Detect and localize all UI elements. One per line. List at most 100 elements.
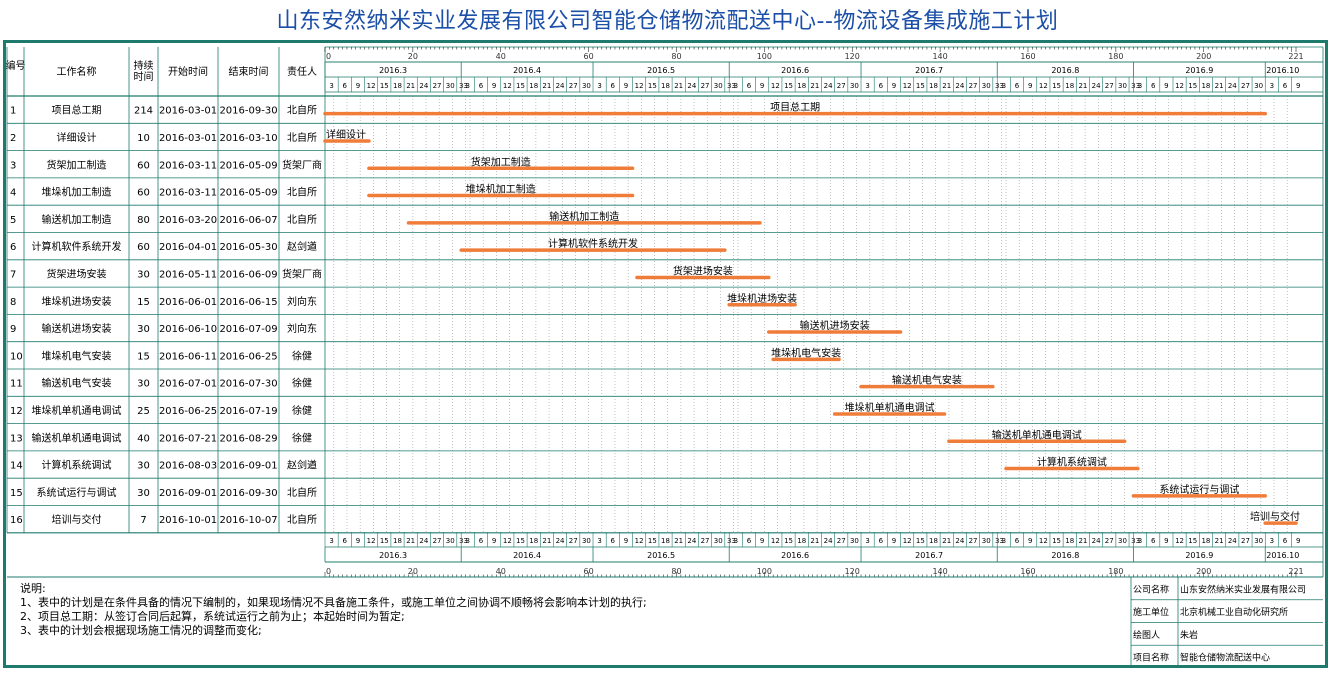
task-end: 2016-03-10	[219, 133, 277, 144]
note-line: 3、表中的计划会根据现场施工情况的调整而变化;	[20, 623, 262, 637]
task-duration: 30	[137, 324, 150, 335]
day-number-label: 9	[492, 82, 496, 90]
day-number-label: 24	[1228, 82, 1237, 90]
task-start: 2016-06-25	[159, 406, 217, 417]
day-number-label: 9	[760, 537, 764, 545]
day-number-label: 27	[569, 82, 578, 90]
task-start: 2016-09-01	[159, 488, 217, 499]
task-id: 11	[10, 379, 23, 390]
day-number-label: 12	[1039, 82, 1048, 90]
day-number-label: 27	[1241, 82, 1250, 90]
day-number-label: 12	[635, 537, 644, 545]
info-value: 北京机械工业自动化研究所	[1180, 606, 1288, 618]
task-name: 项目总工期	[52, 104, 102, 117]
day-number-label: 9	[1164, 82, 1168, 90]
task-owner: 货架厂商	[282, 158, 322, 171]
header-end: 结束时间	[229, 65, 269, 78]
day-number-label: 18	[393, 537, 402, 545]
axis-tick-label: 120	[845, 567, 860, 576]
header-id: 编号	[6, 59, 26, 72]
day-number-label: 9	[1296, 82, 1300, 90]
task-owner: 北自所	[287, 486, 317, 499]
task-duration: 25	[137, 406, 150, 417]
day-number-label: 33	[727, 82, 736, 90]
day-number-label: 15	[380, 537, 389, 545]
task-name: 堆垛机加工制造	[42, 186, 112, 199]
day-number-label: 30	[1118, 82, 1127, 90]
day-number-label: 24	[687, 537, 696, 545]
day-number-label: 12	[1175, 82, 1184, 90]
day-number-label: 21	[406, 82, 415, 90]
axis-tick-label: 160	[1020, 567, 1035, 576]
task-name: 堆垛机单机通电调试	[32, 404, 122, 417]
task-name: 货架加工制造	[47, 158, 107, 171]
day-number-label: 9	[1164, 537, 1168, 545]
day-number-label: 6	[1151, 537, 1156, 545]
day-number-label: 18	[661, 537, 670, 545]
axis-tick-label: 221	[1288, 567, 1303, 576]
month-label: 2016.9	[1185, 66, 1213, 75]
day-number-label: 15	[1188, 537, 1197, 545]
task-name: 输送机进场安装	[42, 322, 112, 335]
bar-label: 输送机单机通电调试	[992, 428, 1082, 441]
task-name: 培训与交付	[52, 513, 102, 526]
axis-tick-label: 60	[584, 567, 594, 576]
day-number-label: 18	[1065, 82, 1074, 90]
task-duration: 214	[134, 106, 153, 117]
bar-label: 详细设计	[326, 128, 366, 141]
bar-label: 计算机系统调试	[1037, 456, 1107, 469]
task-duration: 7	[140, 515, 146, 526]
note-line: 2、项目总工期：从签订合同后起算，系统试运行之前为止；本起始时间为暂定;	[20, 609, 405, 623]
task-id: 5	[10, 215, 16, 226]
day-number-label: 12	[635, 82, 644, 90]
day-number-label: 18	[1201, 537, 1210, 545]
day-number-label: 12	[903, 537, 912, 545]
axis-tick-label: 140	[932, 52, 947, 61]
month-label: 2016.5	[647, 551, 675, 560]
day-number-label: 24	[556, 537, 565, 545]
task-owner: 赵剑遒	[287, 459, 317, 472]
day-number-label: 12	[1039, 537, 1048, 545]
bar-label: 货架加工制造	[471, 155, 531, 168]
month-label: 2016.3	[379, 66, 407, 75]
day-number-label: 3	[1002, 537, 1006, 545]
day-number-label: 27	[433, 82, 442, 90]
day-number-label: 27	[1105, 537, 1114, 545]
day-number-label: 33	[995, 82, 1004, 90]
task-duration: 30	[137, 488, 150, 499]
task-start: 2016-07-01	[159, 379, 217, 390]
axis-tick-label: 80	[671, 52, 681, 61]
day-number-label: 27	[701, 537, 710, 545]
axis-tick-label: 20	[408, 567, 418, 576]
task-id: 9	[10, 324, 16, 335]
month-label: 2016.10	[1266, 551, 1299, 560]
month-label: 2016.9	[1185, 551, 1213, 560]
task-end: 2016-09-30	[219, 488, 277, 499]
day-number-label: 30	[982, 82, 991, 90]
task-duration: 40	[137, 433, 150, 444]
day-number-label: 27	[1241, 537, 1250, 545]
task-id: 10	[10, 351, 23, 362]
day-number-label: 30	[1254, 537, 1263, 545]
month-label: 2016.6	[781, 66, 809, 75]
task-end: 2016-06-07	[219, 215, 277, 226]
day-number-label: 27	[969, 537, 978, 545]
day-number-label: 21	[810, 537, 819, 545]
month-label: 2016.4	[513, 551, 541, 560]
bar-label: 堆垛机加工制造	[466, 183, 536, 196]
axis-tick-label: 140	[932, 567, 947, 576]
day-number-label: 15	[784, 82, 793, 90]
day-number-label: 24	[955, 537, 964, 545]
day-number-label: 9	[624, 537, 628, 545]
day-number-label: 15	[1188, 82, 1197, 90]
day-number-label: 18	[661, 82, 670, 90]
day-number-label: 18	[529, 82, 538, 90]
task-end: 2016-05-09	[219, 160, 277, 171]
task-end: 2016-10-07	[219, 515, 277, 526]
day-number-label: 18	[1065, 537, 1074, 545]
task-duration: 30	[137, 269, 150, 280]
task-start: 2016-05-11	[159, 269, 217, 280]
axis-tick-label: 100	[757, 52, 772, 61]
task-name: 堆垛机进场安装	[42, 295, 112, 308]
